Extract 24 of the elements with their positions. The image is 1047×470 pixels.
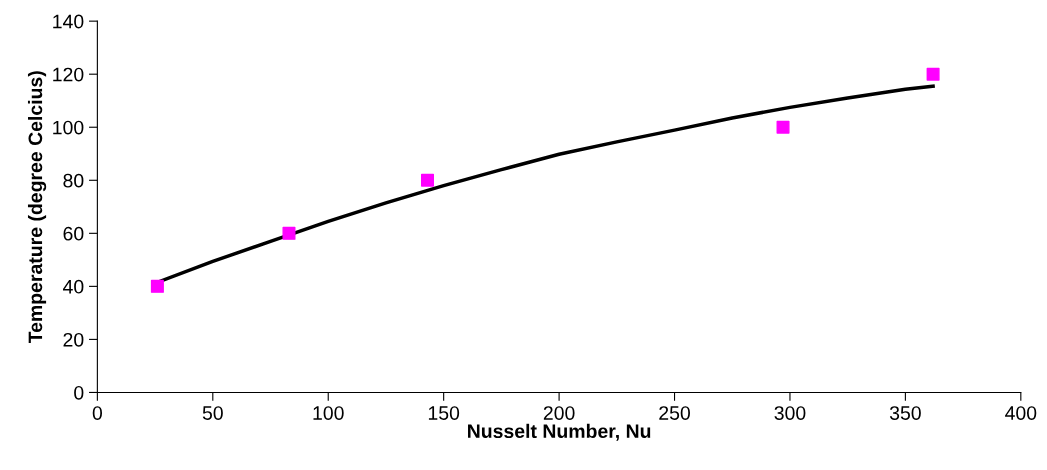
y-tick-label: 120 [53,67,84,82]
point [150,279,164,293]
y-axis-title: Temperature (degree Celcius) [27,71,47,344]
x-tick-label: 0 [92,406,103,420]
x-tick-label: 200 [543,406,575,420]
y-tick-label: 80 [63,173,84,188]
x-tick-label: 50 [202,406,223,420]
point [926,67,940,81]
x-tick-label: 350 [889,406,921,420]
x-axis-title: Nusselt Number, Nu [468,423,651,441]
y-tick-label: 60 [63,226,84,241]
x-tick-label: 100 [313,406,344,420]
y-tick-label: 0 [74,385,84,400]
y-tick-label: 100 [53,120,84,135]
point [776,120,790,134]
point [282,226,296,240]
x-tick-label: 300 [774,406,806,420]
x-tick-label: 250 [659,406,690,420]
point [421,173,435,187]
y-tick-label: 140 [53,14,84,29]
y-tick-label: 20 [63,332,84,347]
x-tick-label: 400 [1005,406,1037,420]
y-tick-label: 40 [63,279,84,294]
x-tick-label: 150 [428,406,460,420]
